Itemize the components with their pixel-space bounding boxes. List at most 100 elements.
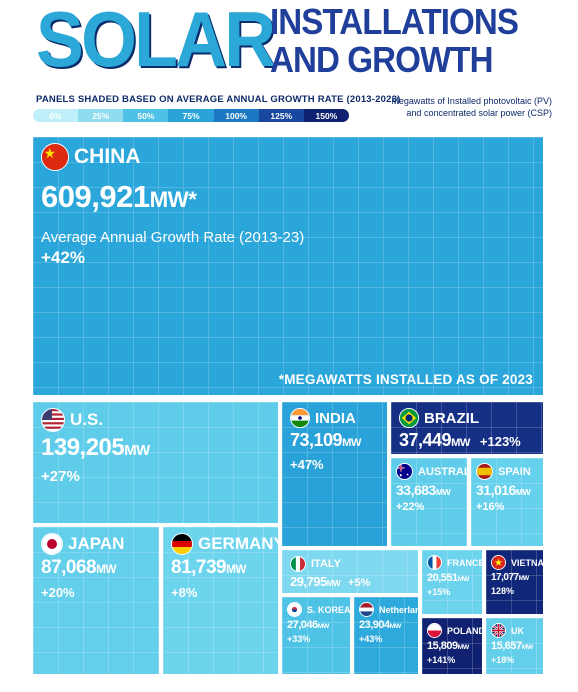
- uk-flag-icon: [491, 623, 506, 638]
- country-label: ITALY: [311, 558, 341, 570]
- treemap-cell-uk: UK 15,657MW +18%: [484, 616, 545, 676]
- country-growth: +18%: [491, 655, 515, 665]
- treemap-cell-poland: POLAND 15,809MW +141%: [420, 616, 484, 676]
- country-label: AUSTRALIA: [418, 465, 467, 478]
- country-label: FRANCE: [447, 557, 484, 568]
- value-unit: MW: [389, 623, 402, 630]
- value-number: 23,904: [359, 619, 390, 631]
- country-name: U.S.: [41, 408, 270, 432]
- shading-label: PANELS SHADED BASED ON AVERAGE ANNUAL GR…: [36, 94, 401, 105]
- country-growth: +123%: [479, 434, 521, 449]
- country-label: Netherlands: [379, 604, 420, 615]
- country-label: INDIA: [315, 409, 356, 427]
- treemap-cell-china: CHINA 609,921MW* Average Annual Growth Rat…: [31, 135, 545, 397]
- treemap-cell-australia: AUSTRALIA 33,683MW +22%: [389, 456, 469, 548]
- value-unit: MW: [521, 644, 534, 651]
- value-unit: MW: [435, 487, 451, 497]
- country-growth: +47%: [290, 457, 324, 472]
- germany-flag-icon: [171, 533, 193, 555]
- value-number: 87,068: [41, 557, 97, 578]
- country-growth: +42%: [41, 248, 85, 267]
- usa-flag-icon: [41, 408, 65, 432]
- country-growth: +27%: [41, 468, 80, 485]
- treemap-cell-u-s: U.S. 139,205MW +27%: [31, 400, 280, 525]
- value-unit: MW*: [149, 187, 197, 212]
- country-value: 73,109MW: [290, 430, 379, 451]
- treemap: CHINA 609,921MW* Average Annual Growth Rat…: [31, 135, 545, 676]
- treemap-cell-spain: SPAIN 31,016MW +16%: [469, 456, 545, 548]
- country-label: UK: [511, 625, 524, 636]
- country-growth: +16%: [476, 501, 505, 513]
- growth-caption: Average Annual Growth Rate (2013-23): [41, 229, 305, 246]
- brazil-flag-icon: [399, 408, 419, 428]
- country-value: 23,904MW: [359, 619, 413, 631]
- country-name: UK: [491, 623, 538, 638]
- country-name: BRAZIL: [399, 408, 535, 428]
- growth-scale-legend: 0% 25% 50% 75% 100% 125% 150%: [33, 109, 349, 122]
- value-number: 15,657: [491, 640, 522, 652]
- value-unit: MW: [515, 487, 531, 497]
- australia-flag-icon: [396, 463, 413, 480]
- country-name: AUSTRALIA: [396, 463, 467, 480]
- india-flag-icon: [290, 408, 310, 428]
- country-value: 15,657MW: [491, 640, 538, 652]
- treemap-cell-italy: ITALY 29,795MW +5%: [280, 548, 420, 595]
- country-label: VIETNAM: [511, 557, 545, 568]
- country-growth: +43%: [359, 634, 383, 644]
- value-unit: MW: [226, 563, 247, 576]
- country-name: VIETNAM: [491, 555, 543, 570]
- country-value: 139,205MW: [41, 434, 270, 462]
- value-unit: MW: [342, 437, 361, 449]
- country-value: 29,795MW +5%: [290, 574, 410, 589]
- title-and-growth: AND GROWTH: [270, 39, 494, 80]
- country-name: S. KOREA: [287, 602, 350, 617]
- country-name: SPAIN: [476, 463, 538, 480]
- country-label: CHINA: [74, 145, 141, 168]
- country-label: POLAND: [447, 625, 484, 636]
- south-korea-flag-icon: [287, 602, 302, 617]
- value-number: 31,016: [476, 482, 516, 498]
- country-name: GERMANY: [171, 533, 278, 555]
- value-number: 29,795: [290, 574, 327, 589]
- country-value: 27,046MW: [287, 619, 345, 631]
- value-unit: MW: [96, 563, 117, 576]
- value-number: 37,449: [399, 430, 452, 450]
- scale-step: 75%: [168, 109, 214, 122]
- country-growth: +5%: [348, 577, 371, 589]
- country-name: ITALY: [290, 556, 410, 572]
- treemap-cell-brazil: BRAZIL 37,449MW +123%: [389, 400, 545, 456]
- value-unit: MW: [317, 623, 330, 630]
- country-name: POLAND: [427, 623, 482, 638]
- country-label: GERMANY: [198, 534, 280, 553]
- title-solar: SOLAR: [36, 0, 276, 83]
- country-label: BRAZIL: [424, 409, 479, 427]
- china-flag-icon: [41, 143, 69, 171]
- scale-step: 50%: [123, 109, 169, 122]
- description: Megawatts of Installed photovoltaic (PV)…: [332, 95, 552, 119]
- description-line-2: and concentrated solar power (CSP): [406, 108, 552, 118]
- country-growth: +22%: [396, 501, 425, 513]
- description-line-1: Megawatts of Installed photovoltaic (PV): [391, 96, 552, 106]
- treemap-cell-netherlands: Netherlands 23,904MW +43%: [352, 595, 420, 676]
- country-value: 15,809MW: [427, 640, 477, 652]
- value-number: 17,077: [491, 572, 519, 583]
- spain-flag-icon: [476, 463, 493, 480]
- value-unit: MW: [124, 443, 150, 459]
- value-number: 15,809: [427, 640, 458, 652]
- value-number: 33,683: [396, 482, 436, 498]
- value-number: 73,109: [290, 430, 343, 450]
- scale-step: 100%: [213, 109, 259, 122]
- country-label: S. KOREA: [307, 604, 351, 615]
- value-number: 139,205: [41, 434, 125, 461]
- country-growth: +141%: [427, 655, 456, 665]
- vietnam-flag-icon: [491, 555, 506, 570]
- country-label: U.S.: [70, 410, 104, 429]
- country-name: JAPAN: [41, 533, 151, 555]
- country-value: 33,683MW: [396, 482, 462, 498]
- country-label: SPAIN: [498, 465, 531, 478]
- country-name: Netherlands: [359, 602, 418, 617]
- value-number: 20,551: [427, 572, 458, 584]
- netherlands-flag-icon: [359, 602, 374, 617]
- scale-step: 25%: [78, 109, 124, 122]
- value-unit: MW: [518, 575, 530, 582]
